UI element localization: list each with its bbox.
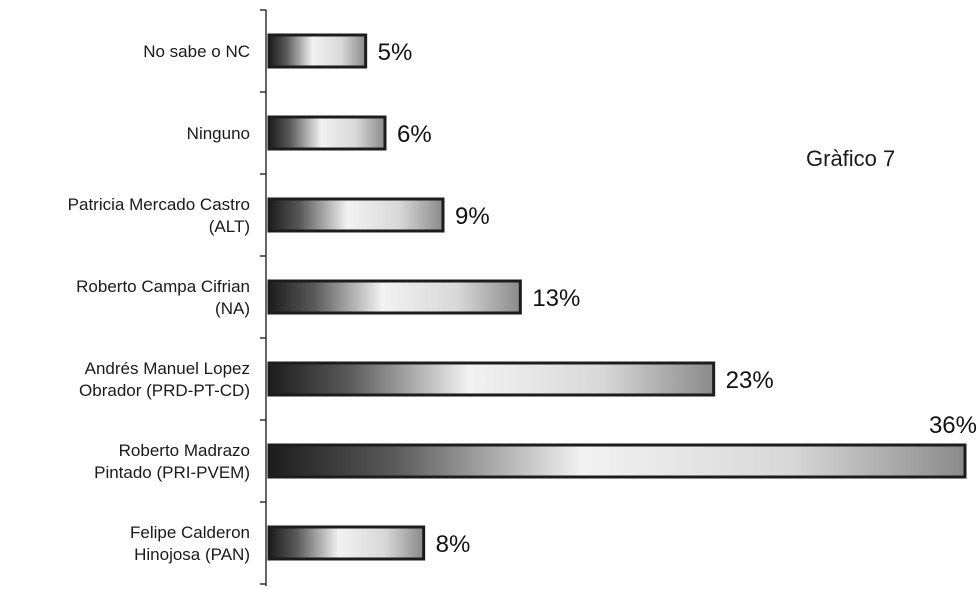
chart-title: Gràfico 7 (806, 146, 895, 171)
category-label-line: (NA) (215, 299, 250, 318)
category-label-line: Roberto Campa Cifrian (76, 277, 250, 296)
value-label: 5% (378, 39, 413, 66)
category-label: Andrés Manuel Lopez Obrador (PRD-PT-CD) (79, 359, 250, 400)
bar (267, 443, 967, 479)
bar (267, 525, 426, 561)
bar (267, 197, 445, 233)
category-label: Roberto Campa Cifrian (NA) (76, 277, 250, 318)
category-label: Patricia Mercado Castro (ALT) (68, 195, 250, 236)
category-label-line: Patricia Mercado Castro (68, 195, 250, 214)
y-axis-ticks (260, 9, 266, 585)
category-label: Ninguno (187, 124, 250, 143)
value-label: 23% (726, 367, 774, 394)
bars (267, 33, 967, 561)
category-label-line: Hinojosa (PAN) (134, 545, 250, 564)
category-label: Felipe Calderon Hinojosa (PAN) (130, 523, 250, 564)
category-label-line: Roberto Madrazo (119, 441, 250, 460)
value-label: 13% (532, 285, 580, 312)
category-label: Roberto Madrazo Pintado (PRI-PVEM) (94, 441, 250, 482)
bar (267, 115, 387, 151)
value-label: 6% (397, 121, 432, 148)
category-label-line: Felipe Calderon (130, 523, 250, 542)
category-label-line: Ninguno (187, 124, 250, 143)
value-label: 9% (455, 203, 490, 230)
category-label-line: No sabe o NC (143, 42, 250, 61)
value-labels: 5% 6% 9% 13% 23% 36% 8% (378, 39, 977, 558)
category-label: No sabe o NC (143, 42, 250, 61)
category-label-line: Andrés Manuel Lopez (85, 359, 250, 378)
category-label-line: (ALT) (209, 217, 250, 236)
value-label: 36% (929, 412, 977, 439)
bar (267, 279, 522, 315)
category-label-line: Obrador (PRD-PT-CD) (79, 381, 250, 400)
category-labels: No sabe o NC Ninguno Patricia Mercado Cast… (68, 42, 250, 564)
bar (267, 33, 368, 69)
value-label: 8% (436, 531, 471, 558)
category-label-line: Pintado (PRI-PVEM) (94, 463, 250, 482)
bar (267, 361, 716, 397)
